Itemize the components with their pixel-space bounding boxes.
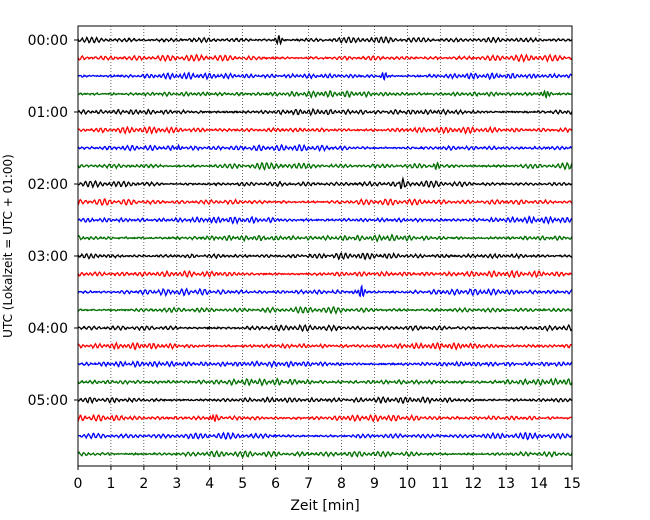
x-tick-label-14: 14 xyxy=(530,476,548,492)
y-tick-label-04:00: 04:00 xyxy=(28,321,68,337)
x-tick-label-13: 13 xyxy=(497,476,515,492)
trace-10 xyxy=(77,197,573,206)
trace-8 xyxy=(77,161,573,171)
trace-15 xyxy=(77,284,573,298)
y-tick-label-02:00: 02:00 xyxy=(28,177,68,193)
seismic-traces xyxy=(77,35,573,459)
y-tick-label-03:00: 03:00 xyxy=(28,249,68,265)
trace-2 xyxy=(77,53,573,64)
x-tick-label-10: 10 xyxy=(398,476,416,492)
grid-lines xyxy=(110,26,540,466)
trace-19 xyxy=(77,360,573,369)
trace-5 xyxy=(77,107,573,117)
trace-24 xyxy=(77,449,573,459)
y-axis-label: UTC (Lokalzeit = UTC + 01:00) xyxy=(1,154,15,338)
trace-18 xyxy=(77,341,573,351)
y-tick-label-05:00: 05:00 xyxy=(28,393,68,409)
x-ticks: 0 1 2 3 4 5 6 7 8 9 10 11 12 13 14 15 xyxy=(74,466,581,492)
trace-20 xyxy=(77,377,573,387)
trace-11 xyxy=(77,215,573,226)
x-tick-label-1: 1 xyxy=(106,476,115,492)
trace-7 xyxy=(77,143,573,153)
trace-12 xyxy=(77,233,573,243)
x-tick-label-9: 9 xyxy=(370,476,379,492)
x-axis-label: Zeit [min] xyxy=(290,498,359,514)
trace-1 xyxy=(77,35,573,46)
trace-22 xyxy=(77,413,573,423)
trace-13 xyxy=(77,251,573,261)
x-tick-label-12: 12 xyxy=(464,476,482,492)
y-tick-label-00:00: 00:00 xyxy=(28,33,68,49)
plot-frame xyxy=(77,25,573,467)
x-tick-label-15: 15 xyxy=(563,476,581,492)
trace-16 xyxy=(77,305,573,315)
trace-17 xyxy=(77,323,573,333)
y-tick-label-01:00: 01:00 xyxy=(28,105,68,121)
y-ticks: 00:00 01:00 02:00 03:00 04:00 05:00 xyxy=(28,33,78,409)
x-tick-label-2: 2 xyxy=(139,476,148,492)
x-tick-label-3: 3 xyxy=(172,476,181,492)
x-tick-label-11: 11 xyxy=(431,476,449,492)
trace-14 xyxy=(77,269,573,279)
x-tick-label-6: 6 xyxy=(271,476,280,492)
x-tick-label-5: 5 xyxy=(238,476,247,492)
x-tick-label-0: 0 xyxy=(74,476,83,492)
x-tick-label-8: 8 xyxy=(337,476,346,492)
trace-21 xyxy=(77,395,573,405)
x-tick-label-7: 7 xyxy=(304,476,313,492)
x-tick-label-4: 4 xyxy=(205,476,214,492)
trace-23 xyxy=(77,431,573,441)
trace-4 xyxy=(77,89,573,100)
trace-3 xyxy=(77,71,573,81)
trace-6 xyxy=(77,125,573,136)
trace-9 xyxy=(77,176,573,190)
